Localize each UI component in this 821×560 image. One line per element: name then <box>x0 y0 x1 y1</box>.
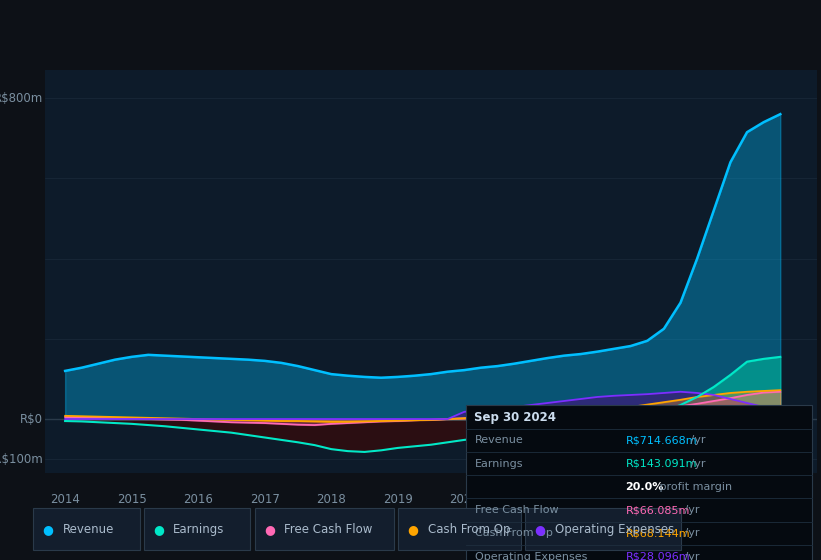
Text: Cash From Op: Cash From Op <box>475 528 553 538</box>
Text: 2021: 2021 <box>516 493 546 506</box>
Text: ●: ● <box>264 522 275 536</box>
Text: /yr: /yr <box>681 552 699 560</box>
Text: Revenue: Revenue <box>475 435 524 445</box>
Text: R$143.091m: R$143.091m <box>626 459 697 469</box>
Text: 2022: 2022 <box>582 493 612 506</box>
Text: 2024: 2024 <box>715 493 745 506</box>
Text: R$66.085m: R$66.085m <box>626 505 690 515</box>
Text: /yr: /yr <box>687 459 706 469</box>
Text: 2014: 2014 <box>50 493 80 506</box>
Text: 2018: 2018 <box>316 493 346 506</box>
Text: /yr: /yr <box>681 505 699 515</box>
Text: R$0: R$0 <box>20 413 43 426</box>
Text: 2019: 2019 <box>383 493 413 506</box>
Text: 2020: 2020 <box>449 493 479 506</box>
Text: R$714.668m: R$714.668m <box>626 435 697 445</box>
Text: Earnings: Earnings <box>173 522 225 536</box>
Text: R$28.096m: R$28.096m <box>626 552 690 560</box>
Text: Sep 30 2024: Sep 30 2024 <box>474 410 556 423</box>
Text: /yr: /yr <box>687 435 706 445</box>
Text: Free Cash Flow: Free Cash Flow <box>475 505 559 515</box>
Text: ●: ● <box>534 522 546 536</box>
Text: 2017: 2017 <box>250 493 280 506</box>
Text: 20.0%: 20.0% <box>626 482 664 492</box>
Text: R$68.144m: R$68.144m <box>626 528 690 538</box>
Text: Operating Expenses: Operating Expenses <box>475 552 588 560</box>
Text: 2015: 2015 <box>117 493 146 506</box>
Text: /yr: /yr <box>681 528 699 538</box>
Text: 2016: 2016 <box>183 493 213 506</box>
Text: ●: ● <box>407 522 419 536</box>
Text: Cash From Op: Cash From Op <box>428 522 510 536</box>
Text: ●: ● <box>153 522 164 536</box>
Text: Revenue: Revenue <box>62 522 114 536</box>
Text: profit margin: profit margin <box>657 482 732 492</box>
Text: ●: ● <box>42 522 53 536</box>
Text: R$800m: R$800m <box>0 92 43 105</box>
Text: -R$100m: -R$100m <box>0 452 43 466</box>
Text: Earnings: Earnings <box>475 459 524 469</box>
Text: Free Cash Flow: Free Cash Flow <box>284 522 373 536</box>
Text: 2023: 2023 <box>649 493 679 506</box>
Text: Operating Expenses: Operating Expenses <box>555 522 674 536</box>
